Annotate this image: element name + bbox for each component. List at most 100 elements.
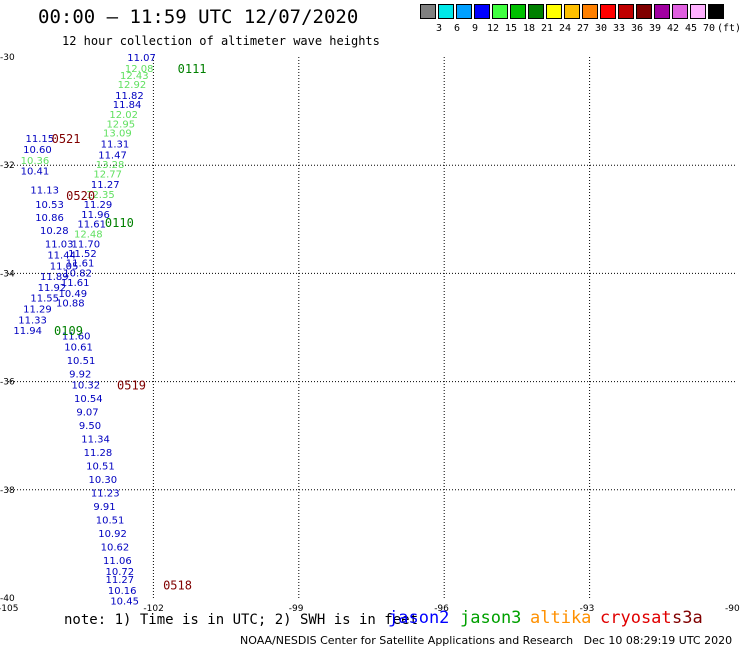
time-label: 0109 <box>54 324 83 338</box>
scale-label: 6 <box>453 23 461 34</box>
scale-label: 9 <box>471 23 479 34</box>
credit-line: NOAA/NESDIS Center for Satellite Applica… <box>240 634 733 647</box>
wave-height-label: 11.27 <box>91 180 120 191</box>
scale-label: 33 <box>612 23 626 34</box>
scale-label: 3 <box>435 23 443 34</box>
wave-height-label: 11.47 <box>98 150 127 161</box>
satellite-legend-altika: altika <box>530 608 592 628</box>
wave-height-label: 12.35 <box>86 190 115 201</box>
wave-height-label: 12.77 <box>93 169 122 180</box>
wave-height-label: 11.92 <box>38 283 67 294</box>
scale-label: 42 <box>666 23 680 34</box>
longitude-tick-label: -93 <box>580 604 595 614</box>
wave-height-label: 12.02 <box>109 110 138 121</box>
wave-height-label: 10.16 <box>108 586 137 597</box>
wave-height-label: 11.61 <box>77 220 106 231</box>
scale-swatch <box>708 4 724 19</box>
wave-height-label: 11.94 <box>13 326 42 337</box>
time-label: 0519 <box>117 378 146 392</box>
longitude-tick-label: -99 <box>289 604 304 614</box>
wave-height-label: 10.88 <box>56 299 85 310</box>
scale-swatch <box>654 4 670 19</box>
wave-height-label: 11.03 <box>45 240 74 251</box>
wave-height-label: 11.55 <box>30 294 59 305</box>
scale-swatch <box>510 4 526 19</box>
scale-label: 21 <box>540 23 554 34</box>
wave-height-label: 11.61 <box>61 278 90 289</box>
scale-swatch <box>474 4 490 19</box>
footer-note: note: 1) Time is in UTC; 2) SWH is in fe… <box>64 612 419 628</box>
latitude-tick-label: -30 <box>0 53 15 63</box>
scale-swatch <box>420 4 436 19</box>
wave-height-label: 10.28 <box>40 226 69 237</box>
scale-swatch <box>672 4 688 19</box>
scale-swatch <box>492 4 508 19</box>
wave-height-label: 11.15 <box>26 134 55 145</box>
scale-label: 12 <box>486 23 500 34</box>
latitude-tick-label: -38 <box>0 486 15 496</box>
scale-swatch <box>618 4 634 19</box>
wave-height-label: 11.96 <box>81 210 110 221</box>
wave-height-label: 10.51 <box>86 461 115 472</box>
scale-swatch <box>582 4 598 19</box>
wave-height-label: 10.53 <box>35 200 64 211</box>
scale-swatch <box>600 4 616 19</box>
scale-label: 27 <box>576 23 590 34</box>
latitude-tick-label: -36 <box>0 378 15 388</box>
wave-height-label: 11.89 <box>40 272 69 283</box>
wave-height-label: 12.92 <box>118 80 147 91</box>
wave-height-label: 11.34 <box>81 434 110 445</box>
wave-height-label: 11.27 <box>105 575 134 586</box>
wave-height-label: 11.44 <box>47 250 76 261</box>
scale-label: 18 <box>522 23 536 34</box>
satellite-legend-s3a: s3a <box>672 608 703 628</box>
wave-height-label: 10.86 <box>35 213 64 224</box>
wave-height-label: 10.36 <box>21 156 50 167</box>
wave-height-label: 10.82 <box>63 268 92 279</box>
time-label: 0110 <box>105 216 134 230</box>
scale-label: 36 <box>630 23 644 34</box>
wave-height-label: 11.31 <box>101 140 130 151</box>
wave-height-label: 11.29 <box>23 305 52 316</box>
scale-swatch <box>528 4 544 19</box>
wave-height-label: 10.32 <box>72 380 101 391</box>
wave-height-label: 11.29 <box>84 200 113 211</box>
wave-height-label: 11.07 <box>127 53 156 64</box>
scale-unit: (ft) <box>717 23 740 34</box>
time-label: 0521 <box>52 132 81 146</box>
wave-height-label: 11.61 <box>66 259 95 270</box>
satellite-legend-jason3: jason3 <box>460 608 522 628</box>
wave-height-label: 11.13 <box>30 186 59 197</box>
wave-height-label: 11.52 <box>68 249 97 260</box>
wave-height-label: 11.60 <box>62 332 91 343</box>
wave-height-label: 10.54 <box>74 394 103 405</box>
wave-height-label: 12.95 <box>106 120 135 131</box>
latitude-tick-label: -40 <box>0 594 15 604</box>
wave-height-label: 9.91 <box>93 502 115 513</box>
scale-label: 39 <box>648 23 662 34</box>
wave-height-label: 13.28 <box>96 160 125 171</box>
wave-height-label: 10.62 <box>101 543 130 554</box>
longitude-tick-label: -90 <box>725 604 740 614</box>
satellite-legend-cryosat: cryosat <box>600 608 672 628</box>
time-label: 0520 <box>66 189 95 203</box>
wave-height-label: 12.08 <box>125 64 154 75</box>
wave-height-label: 10.61 <box>64 342 93 353</box>
wave-height-label: 11.84 <box>113 100 142 111</box>
wave-height-label: 10.30 <box>89 475 118 486</box>
wave-height-label: 11.28 <box>84 448 113 459</box>
longitude-tick-label: -105 <box>0 604 18 614</box>
wave-height-label: 13.09 <box>103 129 132 140</box>
wave-height-label: 11.06 <box>103 556 132 567</box>
wave-height-label: 10.51 <box>67 356 96 367</box>
wave-height-label: 10.49 <box>58 289 87 300</box>
scale-label: 24 <box>558 23 572 34</box>
wave-height-label: 9.92 <box>69 369 91 380</box>
scale-swatch <box>564 4 580 19</box>
wave-height-label: 11.82 <box>115 91 144 102</box>
wave-height-label: 11.33 <box>18 315 47 326</box>
scale-swatch <box>546 4 562 19</box>
wave-height-label: 12.43 <box>120 71 149 82</box>
time-label: 0518 <box>163 578 192 592</box>
